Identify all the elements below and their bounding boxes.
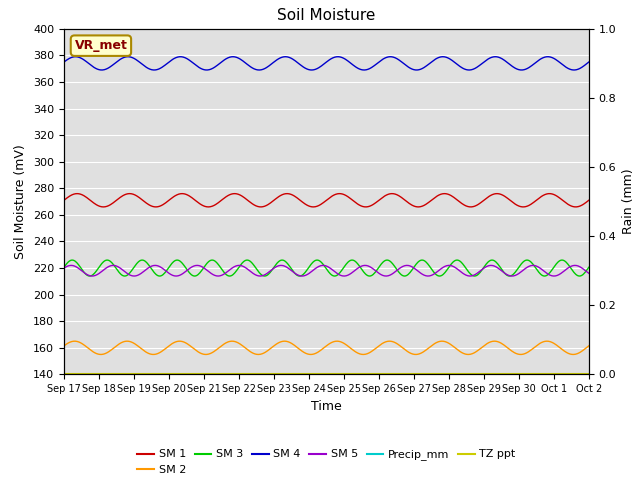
Y-axis label: Rain (mm): Rain (mm) <box>622 169 635 234</box>
Y-axis label: Soil Moisture (mV): Soil Moisture (mV) <box>15 144 28 259</box>
Title: Soil Moisture: Soil Moisture <box>277 9 376 24</box>
X-axis label: Time: Time <box>311 400 342 413</box>
Text: VR_met: VR_met <box>74 39 127 52</box>
Legend: SM 1, SM 2, SM 3, SM 4, SM 5, Precip_mm, TZ ppt: SM 1, SM 2, SM 3, SM 4, SM 5, Precip_mm,… <box>133 445 520 480</box>
